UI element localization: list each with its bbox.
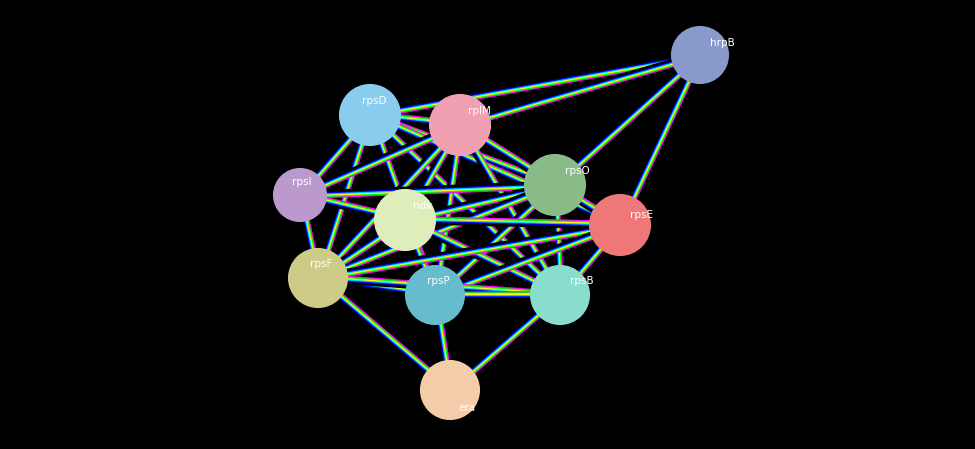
Circle shape <box>590 195 650 255</box>
Text: rpsF: rpsF <box>310 259 332 269</box>
Text: rpsD: rpsD <box>362 96 386 106</box>
Text: rpsP: rpsP <box>427 276 449 286</box>
Circle shape <box>430 95 490 155</box>
Circle shape <box>525 155 585 215</box>
Text: rpsO: rpsO <box>565 166 590 176</box>
Circle shape <box>289 249 347 307</box>
Text: rpsE: rpsE <box>630 210 653 220</box>
Text: hrpB: hrpB <box>710 38 735 48</box>
Circle shape <box>375 190 435 250</box>
Text: ndk: ndk <box>413 201 432 211</box>
Text: rplM: rplM <box>468 106 490 116</box>
Circle shape <box>406 266 464 324</box>
Circle shape <box>340 85 400 145</box>
Circle shape <box>531 266 589 324</box>
Text: era: era <box>458 403 475 413</box>
Circle shape <box>274 169 326 221</box>
Circle shape <box>421 361 479 419</box>
Text: rpsB: rpsB <box>570 276 594 286</box>
Circle shape <box>672 27 728 83</box>
Text: rpsI: rpsI <box>292 177 311 187</box>
